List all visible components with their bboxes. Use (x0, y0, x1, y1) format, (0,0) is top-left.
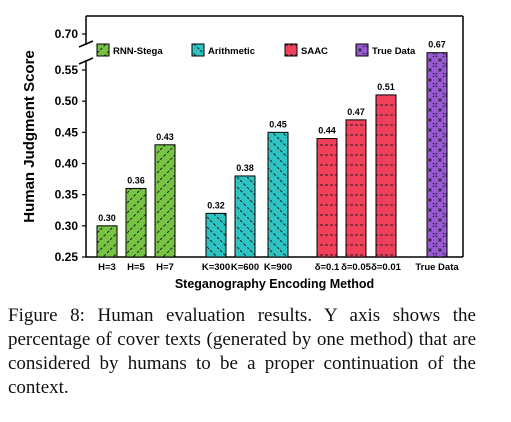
y-tick-label: 0.30 (55, 219, 79, 233)
data-label: 0.47 (347, 107, 365, 117)
y-tick-label: 0.50 (55, 94, 79, 108)
chart-figure: 0.70 0.55 0.50 0.45 0.40 0.35 0.30 0.25 Human Ju… (21, 15, 464, 291)
x-tick-label: K=900 (264, 262, 292, 273)
legend-swatch (284, 43, 298, 57)
x-tick-label: δ=0.01 (371, 262, 402, 273)
bar (316, 138, 338, 258)
bar (345, 119, 367, 258)
data-label: 0.32 (207, 200, 225, 210)
legend-label: RNN-Stega (113, 46, 163, 57)
y-tick-label: 0.70 (55, 27, 79, 41)
axis-break-mark-lower (78, 57, 94, 65)
legend-swatch (355, 43, 369, 57)
x-tick-label: True Data (415, 262, 459, 273)
bar (125, 187, 147, 258)
bar (154, 144, 176, 258)
x-tick-label: δ=0.05 (341, 262, 372, 273)
data-label: 0.51 (377, 82, 395, 92)
y-tick-label: 0.25 (55, 250, 79, 264)
caption-label: Figure 8: (8, 305, 85, 326)
data-label: 0.45 (269, 119, 287, 129)
bar (375, 94, 397, 258)
y-tick-label: 0.40 (55, 157, 79, 171)
legend-swatch (191, 43, 205, 57)
x-tick-label: H=3 (98, 262, 116, 273)
y-tick-label: 0.35 (55, 188, 79, 202)
x-tick-label: H=5 (127, 262, 145, 273)
legend-label: True Data (372, 46, 416, 57)
x-tick-label: H=7 (156, 262, 174, 273)
bar (426, 52, 448, 258)
legend-swatch (96, 43, 110, 57)
legend-label: Arithmetic (208, 46, 255, 57)
data-label: 0.30 (98, 213, 116, 223)
y-axis-label: Human Judgment Score (21, 50, 38, 223)
bar (234, 175, 256, 258)
x-tick-label: K=600 (231, 262, 259, 273)
bar-chart: 0.70 0.55 0.50 0.45 0.40 0.35 0.30 0.25 Human Ju… (21, 15, 464, 291)
data-label: 0.38 (236, 163, 254, 173)
bar (96, 225, 118, 258)
legend-label: SAAC (301, 46, 328, 57)
y-tick-label: 0.45 (55, 125, 79, 139)
caption-text: Human evaluation results. Y axis shows t… (8, 305, 476, 398)
data-label: 0.44 (318, 126, 336, 136)
x-tick-label: δ=0.1 (315, 262, 340, 273)
figure-caption: Figure 8: Human evaluation results. Y ax… (8, 304, 476, 400)
axis-break-mark-upper (78, 40, 94, 48)
bar (267, 131, 289, 258)
bar (205, 212, 227, 258)
x-tick-label: K=300 (202, 262, 230, 273)
data-label: 0.36 (127, 175, 145, 185)
data-label: 0.67 (428, 40, 446, 50)
x-axis-label: Steganography Encoding Method (175, 277, 374, 291)
data-label: 0.43 (156, 132, 174, 142)
y-tick-label: 0.55 (55, 63, 79, 77)
